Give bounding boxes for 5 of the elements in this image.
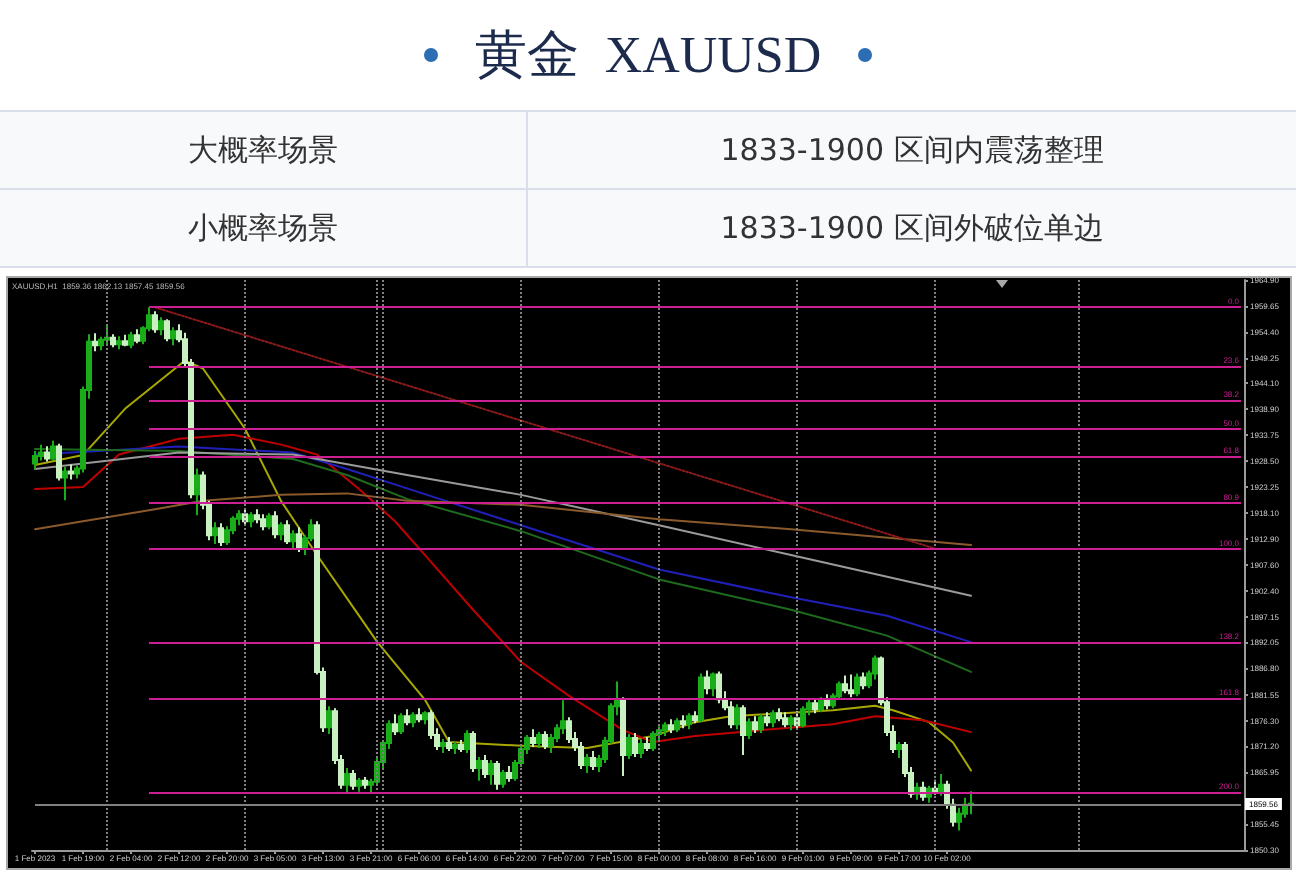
text: 大概率场景 (186, 129, 340, 171)
text: 1833-1900 区间内震荡整理 (526, 112, 1296, 188)
text: 1833-1900 区间外破位单边 (526, 190, 1296, 266)
text: 黄金 XAUUSD (474, 25, 822, 85)
text: 小概率场景 (186, 207, 340, 249)
